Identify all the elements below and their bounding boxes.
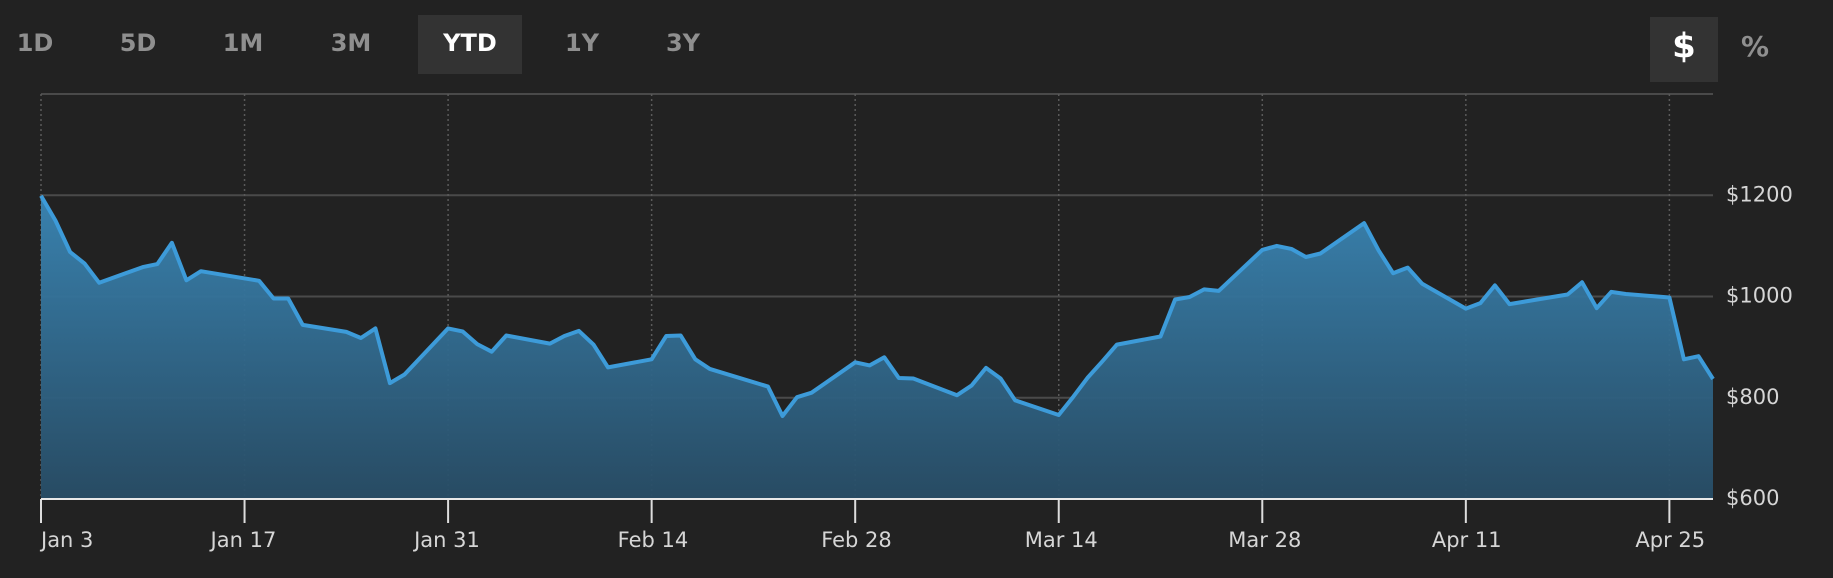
x-tick-label: Jan 31 xyxy=(412,528,480,552)
x-tick-label: Apr 25 xyxy=(1635,528,1705,552)
x-tick-label: Jan 3 xyxy=(39,528,93,552)
range-button[interactable]: 1Y xyxy=(565,29,600,57)
unit-button-highlight xyxy=(1650,17,1718,82)
y-tick-label: $800 xyxy=(1726,385,1779,409)
price-line xyxy=(39,194,1715,418)
x-tick-label: Feb 28 xyxy=(821,528,892,552)
unit-button[interactable]: % xyxy=(1741,30,1769,63)
range-button[interactable]: 3M xyxy=(331,29,372,57)
x-tick-label: Mar 14 xyxy=(1025,528,1098,552)
y-tick-label: $1000 xyxy=(1726,284,1793,308)
x-tick-label: Mar 28 xyxy=(1228,528,1301,552)
unit-button[interactable]: $ xyxy=(1672,27,1696,67)
x-tick-label: Feb 14 xyxy=(618,528,689,552)
range-button[interactable]: 1D xyxy=(17,29,54,57)
x-tick-label: Jan 17 xyxy=(209,528,277,552)
y-tick-label: $1200 xyxy=(1726,182,1793,206)
range-button[interactable]: 3Y xyxy=(666,29,701,57)
x-tick-label: Apr 11 xyxy=(1432,528,1502,552)
range-button[interactable]: 1M xyxy=(223,29,264,57)
range-button[interactable]: 5D xyxy=(120,29,157,57)
range-button[interactable]: YTD xyxy=(442,29,497,57)
range-button-highlight xyxy=(418,15,522,74)
y-tick-label: $600 xyxy=(1726,486,1779,510)
area-fill xyxy=(41,195,1713,500)
